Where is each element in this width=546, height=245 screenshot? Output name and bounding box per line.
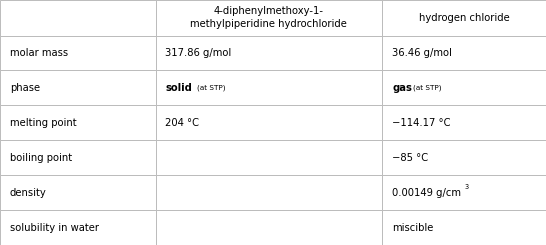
Bar — [382, 0, 546, 36]
Bar — [156, 175, 382, 210]
Bar — [0, 140, 156, 175]
Text: −114.17 °C: −114.17 °C — [392, 118, 450, 128]
Bar — [382, 175, 546, 210]
Bar — [382, 71, 546, 105]
Bar — [0, 0, 156, 36]
Text: 3: 3 — [464, 184, 468, 190]
Text: density: density — [10, 188, 46, 198]
Bar — [156, 140, 382, 175]
Text: −85 °C: −85 °C — [392, 153, 428, 163]
Bar — [156, 210, 382, 245]
Bar — [0, 36, 156, 71]
Bar — [0, 71, 156, 105]
Bar — [156, 105, 382, 140]
Bar — [382, 36, 546, 71]
Bar — [156, 36, 382, 71]
Bar — [382, 140, 546, 175]
Text: 0.00149 g/cm: 0.00149 g/cm — [392, 188, 461, 198]
Text: gas: gas — [392, 83, 412, 93]
Bar — [0, 210, 156, 245]
Text: solubility in water: solubility in water — [10, 222, 99, 233]
Text: 317.86 g/mol: 317.86 g/mol — [165, 48, 232, 58]
Text: boiling point: boiling point — [10, 153, 72, 163]
Text: hydrogen chloride: hydrogen chloride — [419, 13, 509, 23]
Text: solid: solid — [165, 83, 192, 93]
Text: 36.46 g/mol: 36.46 g/mol — [392, 48, 452, 58]
Text: (at STP): (at STP) — [413, 85, 441, 91]
Text: melting point: melting point — [10, 118, 76, 128]
Bar — [156, 0, 382, 36]
Text: 4-diphenylmethoxy-1-
methylpiperidine hydrochloride: 4-diphenylmethoxy-1- methylpiperidine hy… — [191, 6, 347, 29]
Bar — [0, 105, 156, 140]
Bar — [382, 105, 546, 140]
Bar — [0, 175, 156, 210]
Bar — [382, 210, 546, 245]
Text: phase: phase — [10, 83, 40, 93]
Text: molar mass: molar mass — [10, 48, 68, 58]
Text: 204 °C: 204 °C — [165, 118, 199, 128]
Text: miscible: miscible — [392, 222, 434, 233]
Bar — [156, 71, 382, 105]
Text: (at STP): (at STP) — [197, 85, 225, 91]
